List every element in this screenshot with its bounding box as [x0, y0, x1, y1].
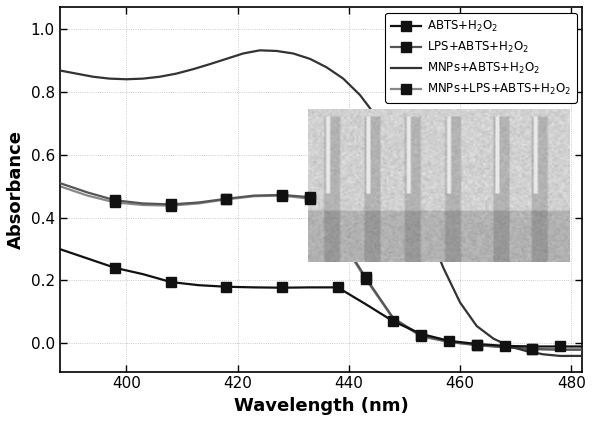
X-axis label: Wavelength (nm): Wavelength (nm) [233, 397, 409, 415]
Y-axis label: Absorbance: Absorbance [7, 130, 25, 249]
Legend: ABTS+H$_2$O$_2$, LPS+ABTS+H$_2$O$_2$, MNPs+ABTS+H$_2$O$_2$, MNPs+LPS+ABTS+H$_2$O: ABTS+H$_2$O$_2$, LPS+ABTS+H$_2$O$_2$, MN… [386, 13, 577, 103]
